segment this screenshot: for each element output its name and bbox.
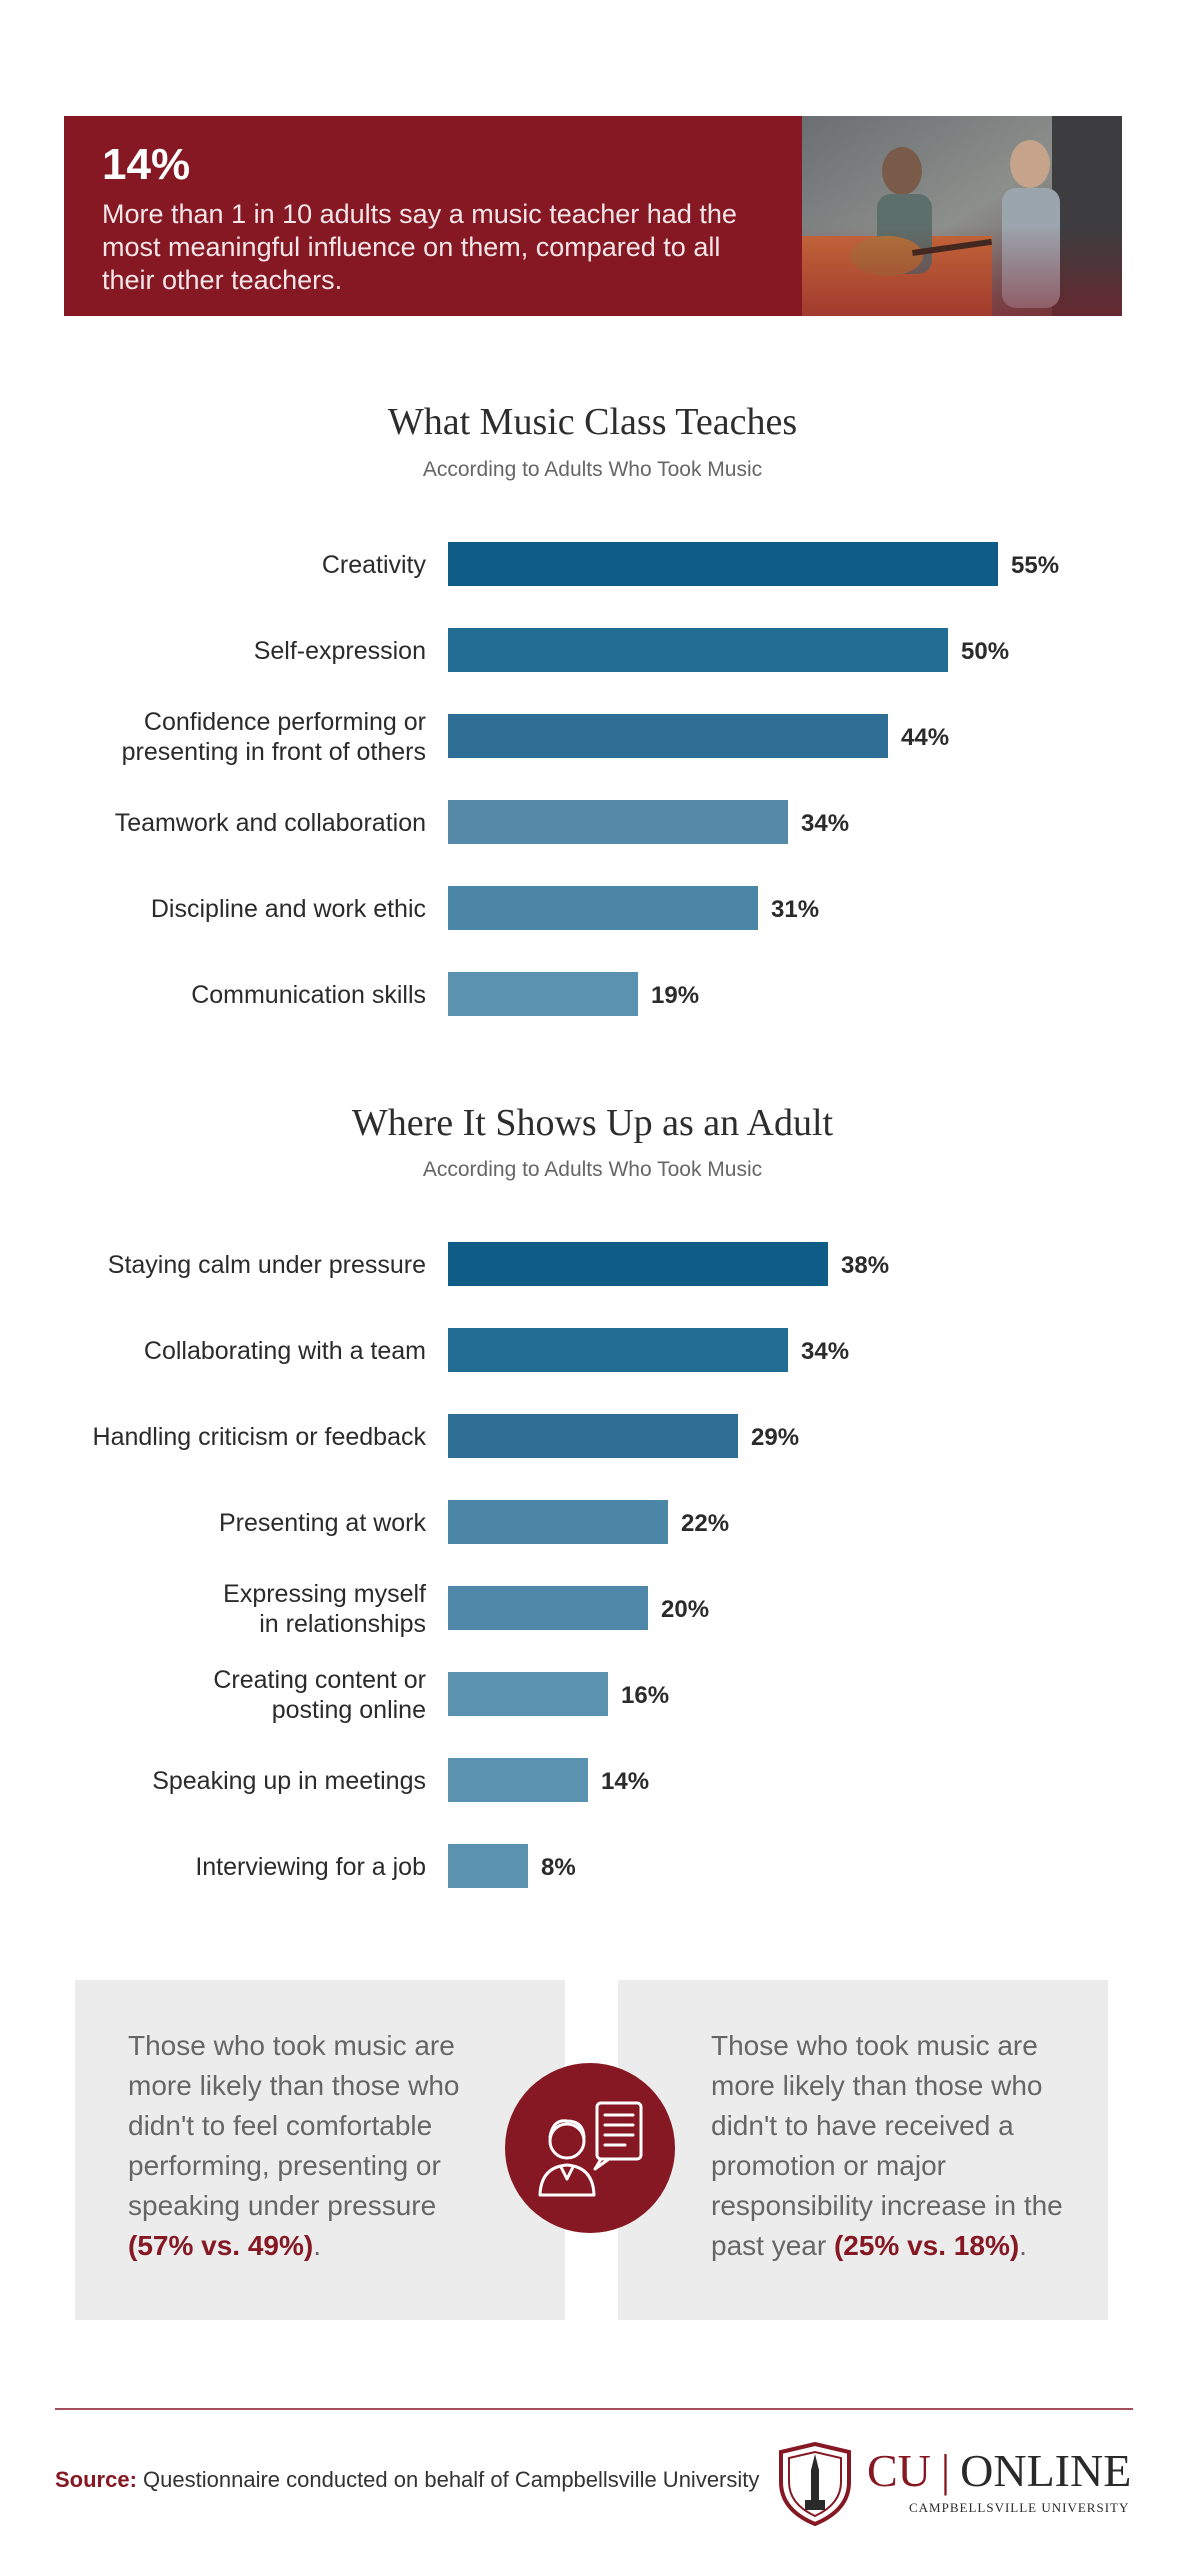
chart1-bars: 55% Creativity 50% Self-expression 44% Confid… [115,542,1059,1016]
chart2-title: Where It Shows Up as an Adult [351,1102,834,1144]
bar-6 [448,1672,608,1716]
bar-value-label: 14% [601,1768,649,1795]
bar-value-label: 38% [841,1252,889,1279]
chart2-bars: 38% Staying calm under pressure 34% Collabo… [93,1242,889,1888]
category-label: presenting in front of others [122,738,426,766]
bar-4 [448,1500,668,1544]
source-label: Source: [55,2467,137,2492]
bar-7 [448,1758,588,1802]
bar-4 [448,800,788,844]
chart1-subtitle: According to Adults Who Took Music [422,458,763,481]
card-promotion-body: Those who took music are more likely tha… [711,2030,1063,2261]
bar-value-label: 34% [801,810,849,837]
bar-3 [448,714,888,758]
footer-divider [55,2408,1133,2410]
card-promotion-period: . [1019,2230,1027,2261]
bar-1 [448,542,998,586]
card-promotion-text: Those who took music are more likely tha… [711,2026,1071,2266]
chart2-subtitle: According to Adults Who Took Music [422,1158,763,1181]
category-label: Teamwork and collaboration [115,809,426,837]
bar-value-label: 55% [1011,552,1059,579]
logo-separator: | [940,2445,951,2496]
bar-value-label: 44% [901,724,949,751]
category-label: in relationships [259,1610,426,1638]
stat-banner: 14% More than 1 in 10 adults say a music… [64,116,1122,316]
bar-3 [448,1414,738,1458]
bar-value-label: 8% [541,1854,576,1881]
banner-photo [802,116,1122,316]
cu-online-logo[interactable]: CU | ONLINE CAMPBELLSVILLE UNIVERSITY [775,2441,1135,2527]
logo-online: ONLINE [960,2445,1132,2496]
banner-stat: 14% [102,140,191,189]
category-label: Collaborating with a team [144,1337,426,1365]
logo-wordmark: CU | ONLINE [867,2444,1131,2497]
category-label: Speaking up in meetings [152,1767,426,1795]
bar-2 [448,628,948,672]
category-label: Handling criticism or feedback [93,1423,427,1451]
bar-value-label: 31% [771,896,819,923]
bar-6 [448,972,638,1016]
bar-value-label: 29% [751,1424,799,1451]
category-label: Expressing myself [223,1580,426,1608]
card-performing: Those who took music are more likely tha… [75,1980,565,2320]
card-performing-period: . [313,2230,321,2261]
bar-value-label: 22% [681,1510,729,1537]
bar-5 [448,886,758,930]
category-label: Self-expression [254,637,426,665]
category-label: Presenting at work [219,1509,427,1537]
bar-value-label: 34% [801,1338,849,1365]
bar-value-label: 16% [621,1682,669,1709]
bar-value-label: 50% [961,638,1009,665]
shield-tower-icon [779,2441,851,2527]
category-label: Interviewing for a job [195,1853,426,1881]
bar-value-label: 19% [651,982,699,1009]
bar-value-label: 20% [661,1596,709,1623]
category-label: Confidence performing or [144,708,426,736]
category-label: Communication skills [191,981,426,1009]
person-speech-icon [505,2063,675,2233]
source-note: Source: Questionnaire conducted on behal… [55,2467,759,2493]
category-label: Staying calm under pressure [108,1251,426,1279]
category-label: Creating content or [213,1666,426,1694]
category-label: Creativity [322,551,427,579]
card-performing-body: Those who took music are more likely tha… [128,2030,460,2221]
chart1-title: What Music Class Teaches [387,401,798,443]
logo-university: CAMPBELLSVILLE UNIVERSITY [909,2500,1130,2515]
bar-5 [448,1586,648,1630]
category-label: Discipline and work ethic [151,895,426,923]
card-performing-stat: (57% vs. 49%) [128,2230,314,2261]
logo-cu: CU [867,2445,931,2496]
bar-2 [448,1328,788,1372]
category-label: posting online [272,1696,426,1724]
bar-1 [448,1242,828,1286]
bar-8 [448,1844,528,1888]
card-promotion: Those who took music are more likely tha… [618,1980,1108,2320]
banner-text: More than 1 in 10 adults say a music tea… [102,199,737,295]
card-promotion-stat: (25% vs. 18%) [833,2230,1020,2261]
source-text: Questionnaire conducted on behalf of Cam… [143,2467,760,2492]
card-performing-text: Those who took music are more likely tha… [128,2026,468,2266]
